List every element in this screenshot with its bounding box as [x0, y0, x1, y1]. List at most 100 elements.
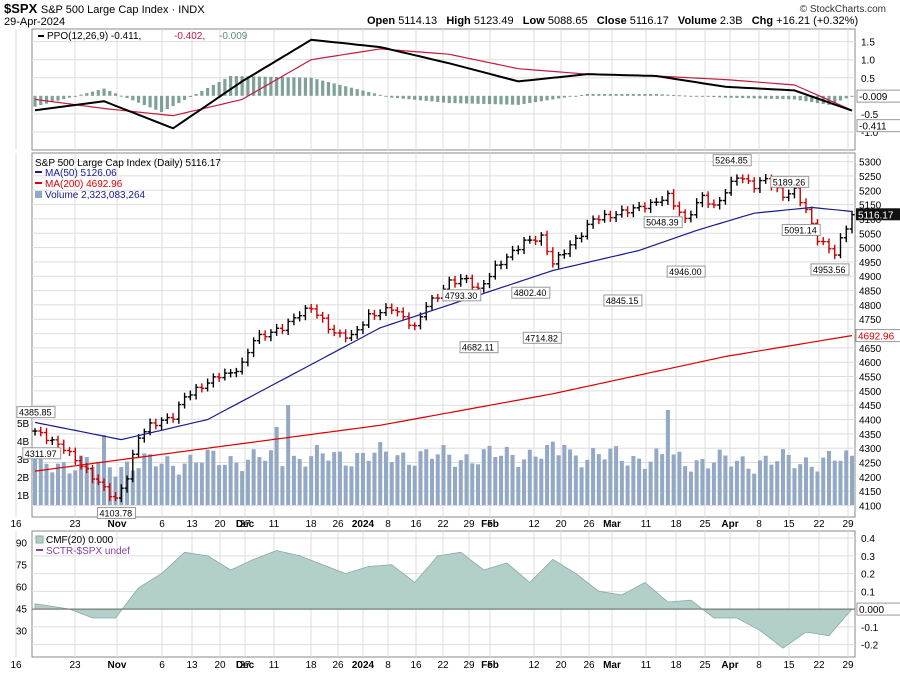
- volume-bar: [383, 451, 388, 505]
- price-legend-title: S&P 500 Large Cap Index (Daily) 5116.17: [35, 158, 221, 169]
- volume-bar: [752, 473, 757, 505]
- ppo-histogram-bar: [712, 95, 716, 98]
- ppo-histogram-bar: [33, 95, 37, 107]
- price-bar: [38, 426, 44, 437]
- volume-bar: [44, 463, 49, 505]
- volume-bar: [67, 473, 72, 505]
- volume-bar: [113, 476, 118, 505]
- price-bar: [256, 329, 262, 345]
- price-bar: [366, 309, 372, 329]
- volume-bar: [539, 458, 544, 505]
- volume-bar: [688, 471, 693, 505]
- price-xtick-label: 27: [239, 519, 251, 530]
- ppo-histogram-bar: [217, 81, 221, 96]
- volume-bar: [775, 461, 780, 505]
- price-annotation: 4953.56: [810, 263, 850, 276]
- price-xtick-label: 16: [10, 519, 22, 530]
- volume-bar: [660, 454, 665, 505]
- price-bar: [820, 237, 826, 246]
- ppo-histogram-bar: [838, 95, 843, 101]
- volume-bar: [165, 456, 170, 505]
- volume-bar: [257, 457, 262, 505]
- price-annotation: 5189.26: [770, 175, 810, 188]
- cmf-ytick-label: -0.2: [861, 641, 879, 652]
- price-bar: [699, 192, 705, 208]
- volume-bar: [268, 450, 273, 505]
- volume-bar: [723, 455, 728, 505]
- price-bar: [423, 302, 429, 321]
- cmf-xtick-label: 22: [437, 660, 449, 671]
- volume-tick-label: 5B: [17, 419, 30, 430]
- price-bar: [291, 313, 297, 326]
- price-xtick-label: 23: [69, 519, 81, 530]
- price-bar: [429, 294, 435, 312]
- price-bar: [400, 307, 406, 321]
- volume-bar: [533, 456, 538, 505]
- ppo-ytick-label: -1.0: [861, 128, 879, 139]
- price-bar: [745, 174, 751, 185]
- volume-bar: [683, 466, 688, 505]
- volume-bar: [148, 454, 153, 505]
- price-bar: [348, 329, 354, 341]
- ppo-histogram-bar: [96, 90, 100, 96]
- volume-bar: [90, 467, 95, 505]
- ppo-ytick-label: 1.0: [861, 56, 875, 67]
- ppo-histogram-bar: [562, 95, 566, 98]
- price-bar: [826, 238, 832, 254]
- volume-bar: [176, 474, 181, 505]
- volume-bar: [711, 462, 716, 505]
- price-ytick-label: 5000: [859, 244, 882, 255]
- ppo-histogram-bar: [476, 95, 480, 104]
- volume-bar: [73, 470, 78, 505]
- price-bar: [573, 234, 579, 250]
- price-annotation: 4682.11: [459, 341, 499, 354]
- volume-bar: [441, 445, 446, 505]
- volume-bar: [602, 459, 607, 505]
- ppo-histogram-bar: [252, 76, 256, 96]
- price-bar: [521, 236, 527, 255]
- price-bar: [464, 274, 470, 284]
- cmf-xtick-label: 26: [583, 660, 595, 671]
- volume-bar: [395, 455, 400, 505]
- volume-bar: [740, 456, 745, 505]
- volume-bar: [50, 472, 55, 505]
- ppo-histogram-bar: [102, 88, 106, 96]
- volume-bar: [470, 463, 475, 505]
- volume-label: Volume: [677, 15, 717, 27]
- high-label: High: [446, 15, 471, 27]
- price-xtick-label: Dec: [236, 519, 255, 530]
- price-bar: [469, 274, 475, 292]
- price-annotation: 5048.39: [643, 216, 683, 229]
- volume-bar: [245, 459, 250, 505]
- price-bar: [417, 312, 423, 330]
- ppo-histogram-bar: [154, 95, 158, 110]
- price-xtick-label: 22: [437, 519, 449, 530]
- volume-bar: [320, 453, 325, 505]
- ppo-histogram-bar: [804, 95, 808, 102]
- price-bar: [406, 312, 412, 330]
- price-bar: [205, 378, 211, 392]
- ppo-histogram-bar: [182, 95, 187, 101]
- cmf-xtick-label: 8: [756, 660, 762, 671]
- price-bar: [711, 199, 717, 209]
- price-annotation-box: [770, 175, 810, 188]
- ppo-histogram-bar: [787, 95, 791, 100]
- ppo-histogram-bar: [275, 76, 279, 96]
- price-xtick-label: 8: [756, 519, 762, 530]
- volume-bar: [326, 460, 331, 505]
- ppo-histogram-bar: [142, 95, 146, 106]
- ppo-histogram-bar: [666, 94, 670, 96]
- price-bar: [233, 367, 239, 378]
- volume-bar: [573, 455, 578, 505]
- ppo-histogram-bar: [56, 95, 60, 101]
- cmf-xtick-label: 18: [305, 660, 317, 671]
- price-annotation: 4103.78: [97, 506, 137, 519]
- ppo-histogram-bar: [338, 84, 342, 96]
- price-ytick-label: 5250: [859, 172, 882, 183]
- cmf-xtick-label: 5: [487, 660, 493, 671]
- ppo-histogram-bar: [332, 83, 336, 96]
- ppo-histogram-bar: [700, 95, 705, 97]
- price-ytick-label: 4350: [859, 430, 882, 441]
- volume-bar: [763, 455, 768, 505]
